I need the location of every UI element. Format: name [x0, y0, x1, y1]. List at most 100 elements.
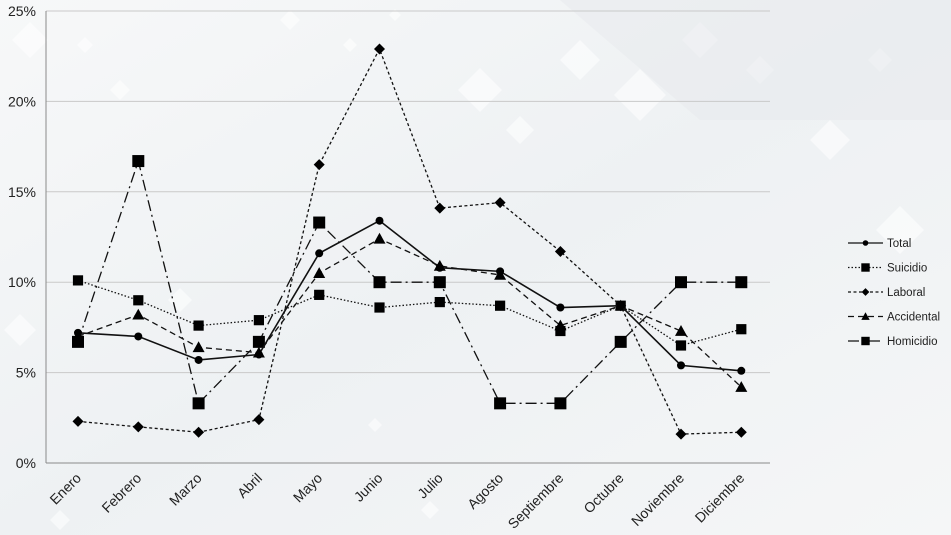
series-homicidio: [72, 155, 748, 410]
data-point-square: [554, 397, 567, 410]
data-point-circle: [616, 301, 625, 310]
background-diamond: [876, 206, 924, 254]
data-point-square: [434, 296, 445, 308]
data-point-square: [314, 289, 325, 300]
background-diamond: [368, 418, 382, 432]
data-point-square: [132, 155, 145, 168]
background-diamond: [506, 116, 534, 144]
background-decoration: [4, 0, 951, 530]
data-point-square: [861, 263, 870, 272]
data-point-circle: [375, 216, 384, 225]
data-point-circle: [496, 267, 505, 276]
data-point-square: [735, 276, 748, 289]
data-point-circle: [74, 328, 82, 337]
series-line: [77, 47, 742, 435]
data-point-square: [193, 320, 204, 331]
data-point-diamond: [861, 288, 870, 296]
data-point-square: [433, 276, 446, 289]
data-point-square: [555, 325, 566, 337]
y-tick-label: 10%: [8, 274, 36, 290]
background-band: [560, 0, 951, 120]
data-point-diamond: [253, 414, 265, 426]
data-point-square: [736, 324, 747, 335]
data-point-circle: [556, 303, 565, 312]
data-point-circle: [134, 332, 143, 341]
data-point-square: [494, 397, 507, 410]
background-diamond: [50, 510, 70, 530]
y-axis-ticks: 0% 5% 10% 15% 20% 25%: [8, 3, 36, 471]
y-tick-label: 5%: [16, 365, 36, 381]
data-point-diamond: [193, 426, 205, 438]
data-point-square: [313, 216, 326, 229]
axes: [45, 11, 770, 464]
legend-label: Suicidio: [887, 263, 927, 275]
series-total: [74, 216, 746, 375]
background-diamond: [343, 38, 357, 52]
data-point-diamond: [494, 197, 506, 209]
data-point-square: [192, 397, 205, 410]
data-point-square: [675, 276, 687, 289]
background-diamond: [4, 314, 36, 346]
data-point-square: [72, 335, 84, 348]
data-point-diamond: [554, 245, 566, 257]
y-tick-label: 20%: [8, 93, 36, 109]
legend-item: Total: [848, 238, 911, 250]
legend-item: Accidental: [848, 312, 940, 324]
data-point-square: [373, 276, 386, 289]
data-point-triangle: [192, 341, 205, 353]
data-point-triangle: [373, 232, 386, 244]
gridlines: [46, 10, 770, 374]
data-point-diamond: [132, 421, 144, 433]
data-point-square: [614, 335, 627, 348]
data-point-diamond: [675, 428, 687, 440]
legend-label: Accidental: [887, 312, 940, 324]
data-point-square: [72, 275, 84, 286]
series-line: [77, 279, 742, 347]
data-point-diamond: [72, 415, 84, 427]
legend-item: Suicidio: [848, 263, 927, 275]
data-point-square: [133, 295, 144, 306]
data-point-circle: [254, 350, 263, 359]
data-point-triangle: [861, 312, 870, 320]
data-point-circle: [677, 361, 685, 370]
legend: Total Suicidio Laboral Accidental Homicidio: [848, 238, 940, 348]
background-diamond: [421, 501, 439, 519]
background-diamond: [110, 80, 130, 100]
series-suicidio: [72, 275, 747, 351]
data-point-square: [675, 340, 687, 351]
data-point-square: [374, 302, 385, 313]
data-point-diamond: [735, 426, 747, 438]
y-tick-label: 15%: [8, 184, 36, 200]
y-tick-label: 0%: [16, 455, 36, 471]
background-diamond: [560, 40, 600, 80]
data-point-square: [253, 315, 264, 326]
data-point-triangle: [554, 319, 567, 331]
data-point-triangle: [675, 325, 687, 336]
data-point-diamond: [434, 202, 446, 214]
data-point-diamond: [374, 43, 385, 55]
data-point-circle: [315, 249, 324, 258]
data-point-triangle: [735, 381, 748, 392]
background-diamond: [77, 37, 93, 53]
background-diamond: [12, 22, 48, 58]
legend-label: Homicidio: [887, 336, 938, 348]
data-point-circle: [737, 366, 746, 375]
series-line: [77, 238, 742, 388]
legend-item: Laboral: [848, 287, 925, 299]
data-point-triangle: [313, 267, 326, 278]
series-line: [77, 158, 742, 405]
series-group: [72, 43, 748, 440]
data-point-triangle: [132, 308, 145, 320]
legend-label: Laboral: [887, 287, 925, 299]
data-point-square: [252, 335, 265, 348]
data-point-circle: [435, 263, 444, 272]
data-point-circle: [194, 355, 203, 364]
data-point-square: [861, 336, 870, 346]
background-diamond: [280, 10, 300, 30]
data-point-circle: [862, 240, 869, 246]
data-point-square: [495, 300, 506, 311]
legend-item: Homicidio: [848, 336, 938, 348]
background-diamond: [614, 69, 666, 121]
background-diamond: [389, 9, 401, 21]
